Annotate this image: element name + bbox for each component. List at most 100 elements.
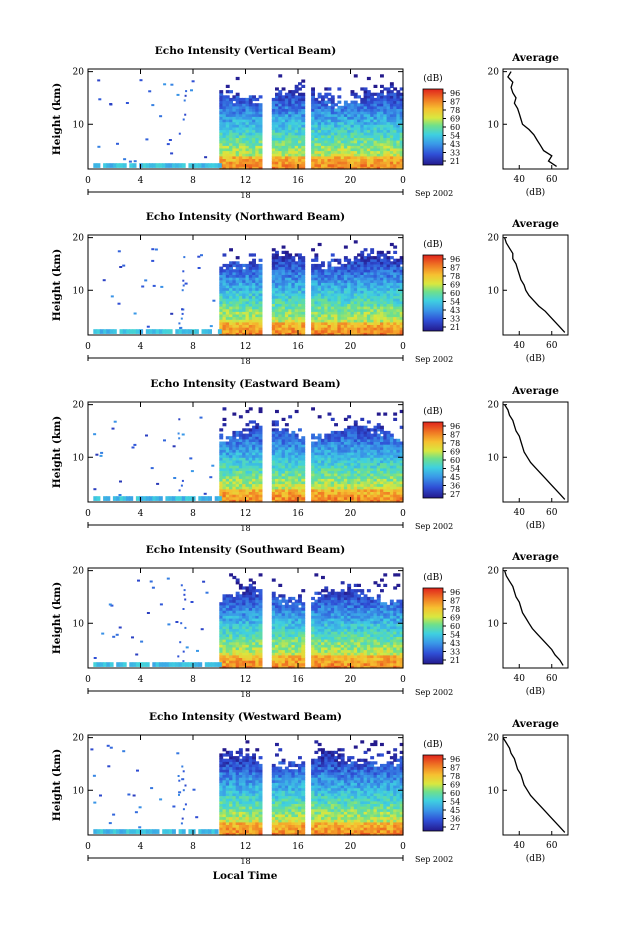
heatmap-cell xyxy=(288,480,293,485)
heatmap-cell xyxy=(248,491,253,495)
heatmap-cell xyxy=(288,161,293,165)
heatmap-cell xyxy=(301,313,306,318)
heatmap-cell xyxy=(317,324,322,328)
heatmap-cell xyxy=(360,266,365,270)
heatmap-cell xyxy=(370,274,375,278)
heatmap-cell xyxy=(396,266,401,270)
heatmap-cell xyxy=(294,441,299,445)
heatmap-cell xyxy=(278,274,283,278)
heatmap-cell xyxy=(284,271,289,275)
heatmap-cell xyxy=(232,142,237,146)
heatmap-cell xyxy=(337,269,342,273)
heatmap-cell xyxy=(291,147,296,152)
heatmap-cell xyxy=(330,332,335,336)
heatmap-cell xyxy=(327,433,332,437)
heatmap-cell xyxy=(252,441,256,445)
heatmap-cell xyxy=(248,142,253,146)
heatmap-cell xyxy=(350,119,355,123)
heatmap-cell xyxy=(389,166,394,170)
heatmap-cell xyxy=(281,95,286,99)
heatmap-cell xyxy=(386,92,391,96)
heatmap-cell xyxy=(245,496,250,500)
heatmap-cell xyxy=(219,641,224,645)
heatmap-cell xyxy=(399,467,404,471)
heatmap-cell xyxy=(366,161,371,165)
heatmap-cell xyxy=(363,277,368,281)
heatmap-cell xyxy=(222,329,227,333)
heatmap-cell xyxy=(222,644,227,648)
heatmap-cell xyxy=(252,480,256,485)
heatmap-cell xyxy=(340,462,345,466)
heatmap-cell xyxy=(271,287,276,291)
heatmap-cell xyxy=(314,100,319,104)
heatmap-cell xyxy=(238,660,243,664)
heatmap-cell xyxy=(255,295,260,299)
heatmap-cell xyxy=(370,113,375,117)
heatmap-cell xyxy=(248,253,253,257)
heatmap-cell xyxy=(271,129,276,133)
heatmap-cell xyxy=(396,103,401,107)
heatmap-cell xyxy=(185,329,189,334)
heatmap-cell xyxy=(242,306,247,310)
heatmap-cell xyxy=(363,137,368,141)
heatmap-cell xyxy=(383,134,388,138)
heatmap-cell xyxy=(301,161,306,165)
heatmap-cell xyxy=(327,155,332,159)
heatmap-cell xyxy=(275,140,279,144)
heatmap-cell xyxy=(340,321,345,325)
heatmap-cell xyxy=(389,124,394,128)
heatmap-cell xyxy=(396,478,401,482)
heatmap-cell xyxy=(370,134,375,138)
heatmap-cell xyxy=(353,319,358,323)
heatmap-cell xyxy=(386,126,391,131)
heatmap-cell xyxy=(380,324,384,328)
heatmap-cell xyxy=(291,153,296,157)
heatmap-cell xyxy=(242,97,247,102)
heatmap-cell xyxy=(219,612,224,616)
heatmap-cell xyxy=(330,253,335,257)
heatmap-cell xyxy=(278,308,283,312)
heatmap-cell xyxy=(229,494,233,498)
heatmap-cell xyxy=(340,459,345,464)
heatmap-cell xyxy=(235,441,240,445)
heatmap-cell xyxy=(288,274,293,278)
heatmap-cell xyxy=(370,462,375,466)
heatmap-cell xyxy=(219,111,224,115)
heatmap-cell xyxy=(314,129,319,133)
heatmap-cell xyxy=(204,156,208,159)
heatmap-cell xyxy=(271,279,276,283)
heatmap-cell xyxy=(288,271,293,275)
heatmap-cell xyxy=(383,475,388,479)
heatmap-cell xyxy=(119,496,124,501)
heatmap-cell xyxy=(366,457,371,461)
heatmap-cell xyxy=(314,271,319,275)
heatmap-cell xyxy=(291,132,296,136)
heatmap-cell xyxy=(238,158,243,162)
heatmap-cell xyxy=(330,287,335,291)
heatmap-cell xyxy=(389,308,394,312)
heatmap-cell xyxy=(363,290,368,294)
heatmap-cell xyxy=(311,465,315,469)
heatmap-cell xyxy=(340,274,345,278)
heatmap-cell xyxy=(258,290,263,294)
heatmap-cell xyxy=(238,121,243,125)
heatmap-cell xyxy=(376,137,381,141)
heatmap-cell xyxy=(232,140,237,144)
heatmap-cell xyxy=(334,121,338,125)
heatmap-cell xyxy=(258,470,263,474)
heatmap-cell xyxy=(225,303,230,307)
heatmap-cell xyxy=(311,496,315,500)
heatmap-cell xyxy=(271,274,276,278)
heatmap-cell xyxy=(242,446,247,450)
heatmap-cell xyxy=(366,420,371,424)
heatmap-cell xyxy=(232,483,237,487)
heatmap-cell xyxy=(229,332,233,336)
heatmap-cell xyxy=(219,652,224,656)
heatmap-cell xyxy=(298,457,302,461)
heatmap-cell xyxy=(284,332,289,336)
heatmap-cell xyxy=(353,240,358,244)
heatmap-cell xyxy=(252,303,256,307)
heatmap-cell xyxy=(288,486,293,490)
heatmap-cell xyxy=(281,300,286,304)
heatmap-cell xyxy=(281,478,286,482)
